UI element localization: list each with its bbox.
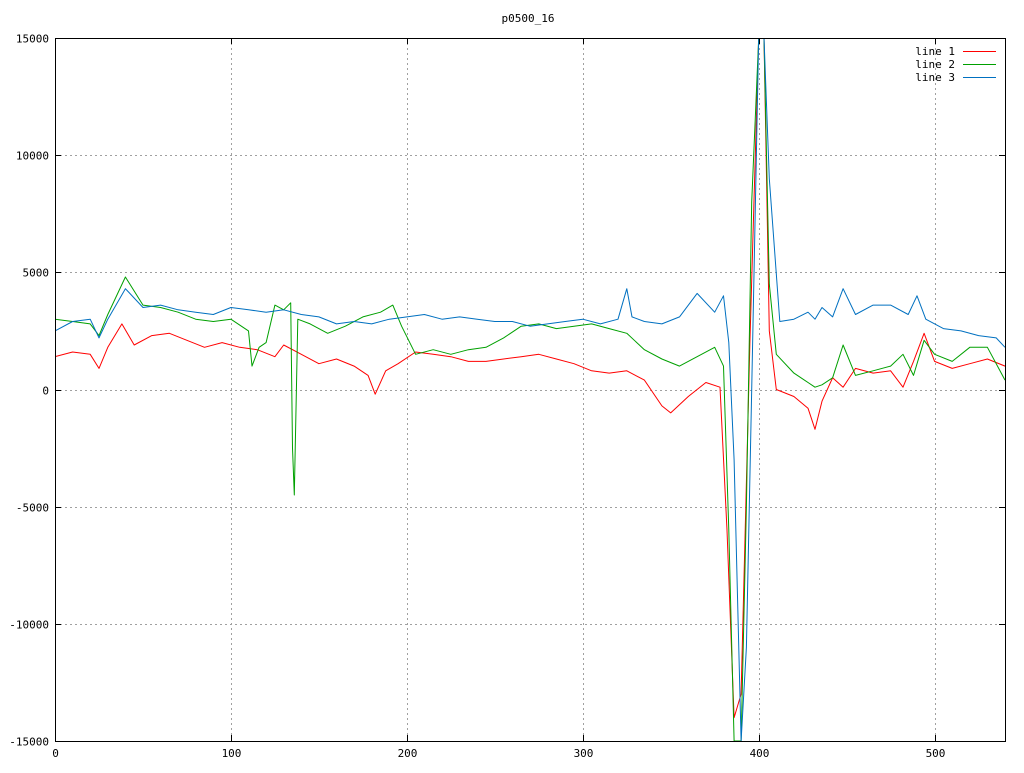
y-tick-label: 5000 [23,267,50,280]
y-tick-label: -15000 [9,736,49,749]
legend-label: line 2 [915,58,955,71]
chart-title: p0500_16 [502,12,555,25]
series-line-3 [55,38,1005,741]
legend-label: line 3 [915,71,955,84]
x-tick-label: 100 [222,747,242,760]
x-tick-label: 200 [398,747,418,760]
x-tick-label: 300 [574,747,594,760]
series-lines [55,38,1005,741]
y-tick-label: 15000 [16,33,49,46]
series-line-1 [55,38,1005,719]
y-tick-label: 10000 [16,150,49,163]
axis-ticks: 0 100 200 300 400 500 15000 10000 5000 0 -5000 -100… [9,33,1005,760]
y-tick-label: -10000 [9,619,49,632]
x-tick-label: 500 [926,747,946,760]
y-tick-label: -5000 [16,502,49,515]
x-tick-label: 0 [52,747,59,760]
series-line-2 [55,38,1005,741]
grid-lines [55,38,1005,741]
x-tick-label: 400 [750,747,770,760]
legend-label: line 1 [915,45,955,58]
y-tick-label: 0 [42,385,49,398]
